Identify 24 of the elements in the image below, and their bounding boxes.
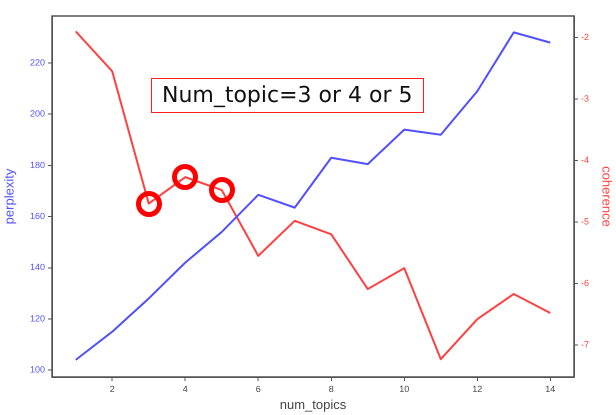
y-tick-label: 220 [30, 58, 45, 68]
y2-tick-label: -3 [581, 94, 590, 104]
x-tick-label: 4 [182, 384, 188, 394]
y-tick-label: 140 [30, 262, 45, 272]
y-tick-label: 100 [30, 364, 45, 375]
y2-tick-label: -6 [581, 278, 590, 288]
x-tick-label: 14 [545, 384, 556, 394]
x-tick-label: 8 [328, 384, 334, 394]
y2-tick-label: -5 [581, 216, 590, 227]
y-tick-label: 180 [30, 160, 45, 170]
x-axis-title: num_topics [280, 396, 347, 412]
x-tick-label: 10 [399, 384, 410, 394]
y-tick-label: 120 [30, 313, 45, 324]
annotation: Num_topic=3 or 4 or 5 [151, 78, 424, 113]
y-tick-label: 200 [30, 108, 45, 119]
y-tick-label: 160 [30, 211, 45, 222]
y2-tick-label: -4 [581, 155, 590, 166]
x-tick-label: 6 [256, 384, 261, 394]
y2-tick-label: -2 [581, 32, 590, 42]
y2-tick-label: -7 [581, 340, 590, 350]
y2-axis-title: coherence [600, 166, 615, 227]
x-tick-label: 12 [472, 384, 482, 394]
x-tick-label: 2 [110, 384, 115, 394]
y-axis-title: perplexity [1, 168, 16, 224]
